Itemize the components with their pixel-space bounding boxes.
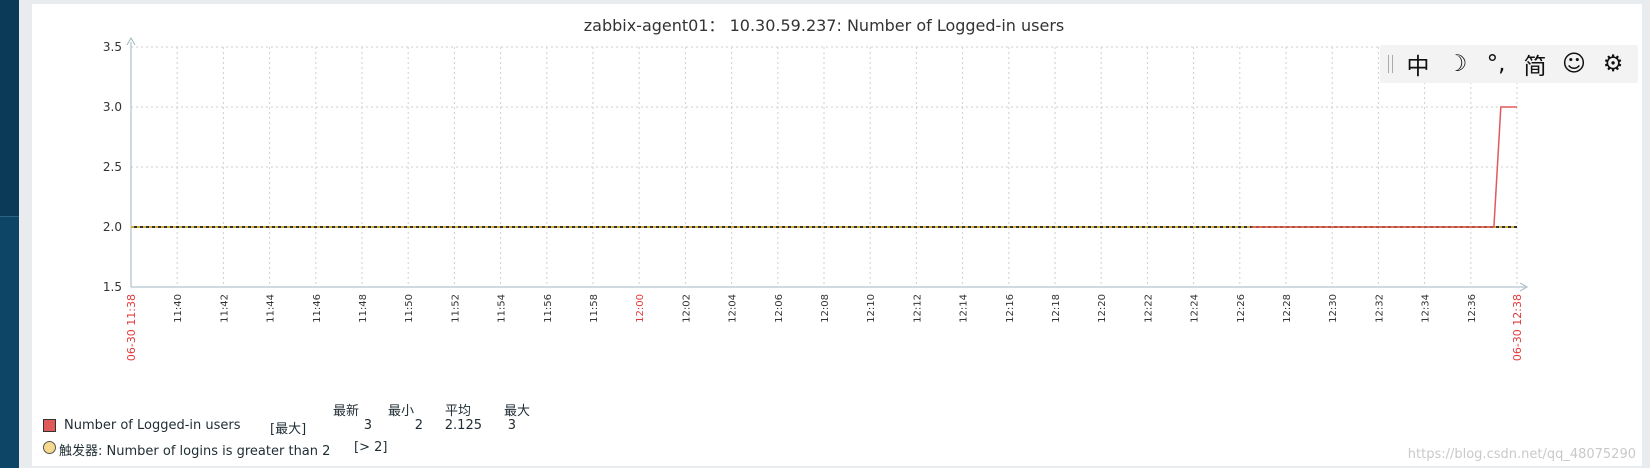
sidebar-tab[interactable]: [0, 180, 19, 217]
range-end-label: 06-30 12:38: [1511, 294, 1524, 361]
sidebar-tab[interactable]: [0, 72, 19, 109]
x-tick-label: 12:04: [728, 294, 739, 323]
x-tick-label: 12:16: [1005, 294, 1016, 323]
y-axis-arrow: [126, 36, 136, 46]
chinese-mode-icon[interactable]: 中: [1406, 54, 1430, 80]
x-tick-label: 12:36: [1467, 294, 1478, 323]
legend-value-latest: 3: [363, 418, 372, 433]
legend-trigger-condition: [> 2]: [354, 440, 388, 455]
x-tick-label: 12:18: [1051, 294, 1062, 323]
legend-value-min: 2: [414, 418, 423, 433]
y-tick-label: 1.5: [103, 280, 122, 294]
sidebar-tab[interactable]: [0, 0, 19, 37]
trigger-color-swatch: [43, 441, 56, 454]
toolbar-grip[interactable]: [1388, 55, 1393, 73]
x-tick-label: 12:06: [774, 294, 785, 323]
legend-series-function: [最大]: [270, 422, 307, 437]
legend-header-avg: 平均: [445, 404, 472, 419]
series-line: [1251, 106, 1517, 228]
x-tick-label: 11:54: [497, 294, 508, 323]
x-tick-label: 11:46: [312, 294, 323, 323]
x-tick-label: 12:10: [866, 294, 877, 323]
x-tick-label: 11:44: [266, 294, 277, 323]
simplified-chinese-icon[interactable]: 简: [1523, 54, 1547, 80]
y-tick-label: 2.0: [103, 220, 122, 234]
legend-header-min: 最小: [388, 404, 415, 419]
x-tick-label: 12:22: [1143, 294, 1154, 323]
x-tick-label: 11:58: [589, 294, 600, 323]
punctuation-icon[interactable]: °,: [1486, 51, 1506, 77]
y-tick-label: 2.5: [103, 160, 122, 174]
legend-header-max: 最大: [504, 404, 531, 419]
x-tick-label: 12:02: [681, 294, 692, 323]
x-tick-label: 12:12: [912, 294, 923, 323]
moon-icon[interactable]: ☽: [1446, 51, 1468, 77]
gear-icon[interactable]: ⚙: [1602, 51, 1624, 77]
smiley-icon[interactable]: ☺: [1562, 51, 1586, 77]
x-tick-label: 12:28: [1282, 294, 1293, 323]
x-tick-label: 11:48: [358, 294, 369, 323]
legend-value-max: 3: [507, 418, 516, 433]
sidebar-tab[interactable]: [0, 144, 19, 181]
y-tick-label: 3.5: [103, 40, 122, 54]
x-tick-label: 11:52: [450, 294, 461, 323]
x-tick-label: 12:30: [1328, 294, 1339, 323]
graph-chart: zabbix-agent01： 10.30.59.237: Number of …: [103, 16, 1529, 361]
x-tick-label: 12:26: [1236, 294, 1247, 323]
legend-trigger-label: 触发器: Number of logins is greater than 2: [59, 444, 331, 459]
watermark: https://blog.csdn.net/qq_48075290: [1407, 447, 1636, 462]
x-tick-label: 11:50: [404, 294, 415, 323]
x-axis-arrow: [1519, 282, 1529, 292]
x-tick-label: 11:56: [543, 294, 554, 323]
x-tick-label: 12:08: [820, 294, 831, 323]
range-start-label: 06-30 11:38: [125, 294, 138, 361]
x-tick-label: 12:14: [959, 294, 970, 323]
left-sidebar: [0, 0, 19, 468]
x-tick-label: 12:24: [1190, 294, 1201, 323]
sidebar-tab[interactable]: [0, 36, 19, 73]
graph-panel: zabbix-agent01： 10.30.59.237: Number of …: [32, 4, 1642, 466]
legend-series-label: Number of Logged-in users: [64, 418, 241, 433]
x-tick-label: 12:00: [635, 294, 646, 323]
ime-toolbar: 中 ☽ °, 简 ☺ ⚙: [1380, 45, 1638, 83]
x-tick-label: 11:40: [173, 294, 184, 323]
x-tick-label: 11:42: [219, 294, 230, 323]
y-tick-label: 3.0: [103, 100, 122, 114]
sidebar-tab[interactable]: [0, 108, 19, 145]
legend-value-avg: 2.125: [444, 418, 482, 433]
x-tick-label: 12:32: [1374, 294, 1385, 323]
series-color-swatch: [43, 419, 56, 432]
x-tick-label: 12:20: [1097, 294, 1108, 323]
legend-header-latest: 最新: [333, 404, 360, 419]
chart-title: zabbix-agent01： 10.30.59.237: Number of …: [584, 16, 1065, 35]
x-tick-label: 12:34: [1421, 294, 1432, 323]
